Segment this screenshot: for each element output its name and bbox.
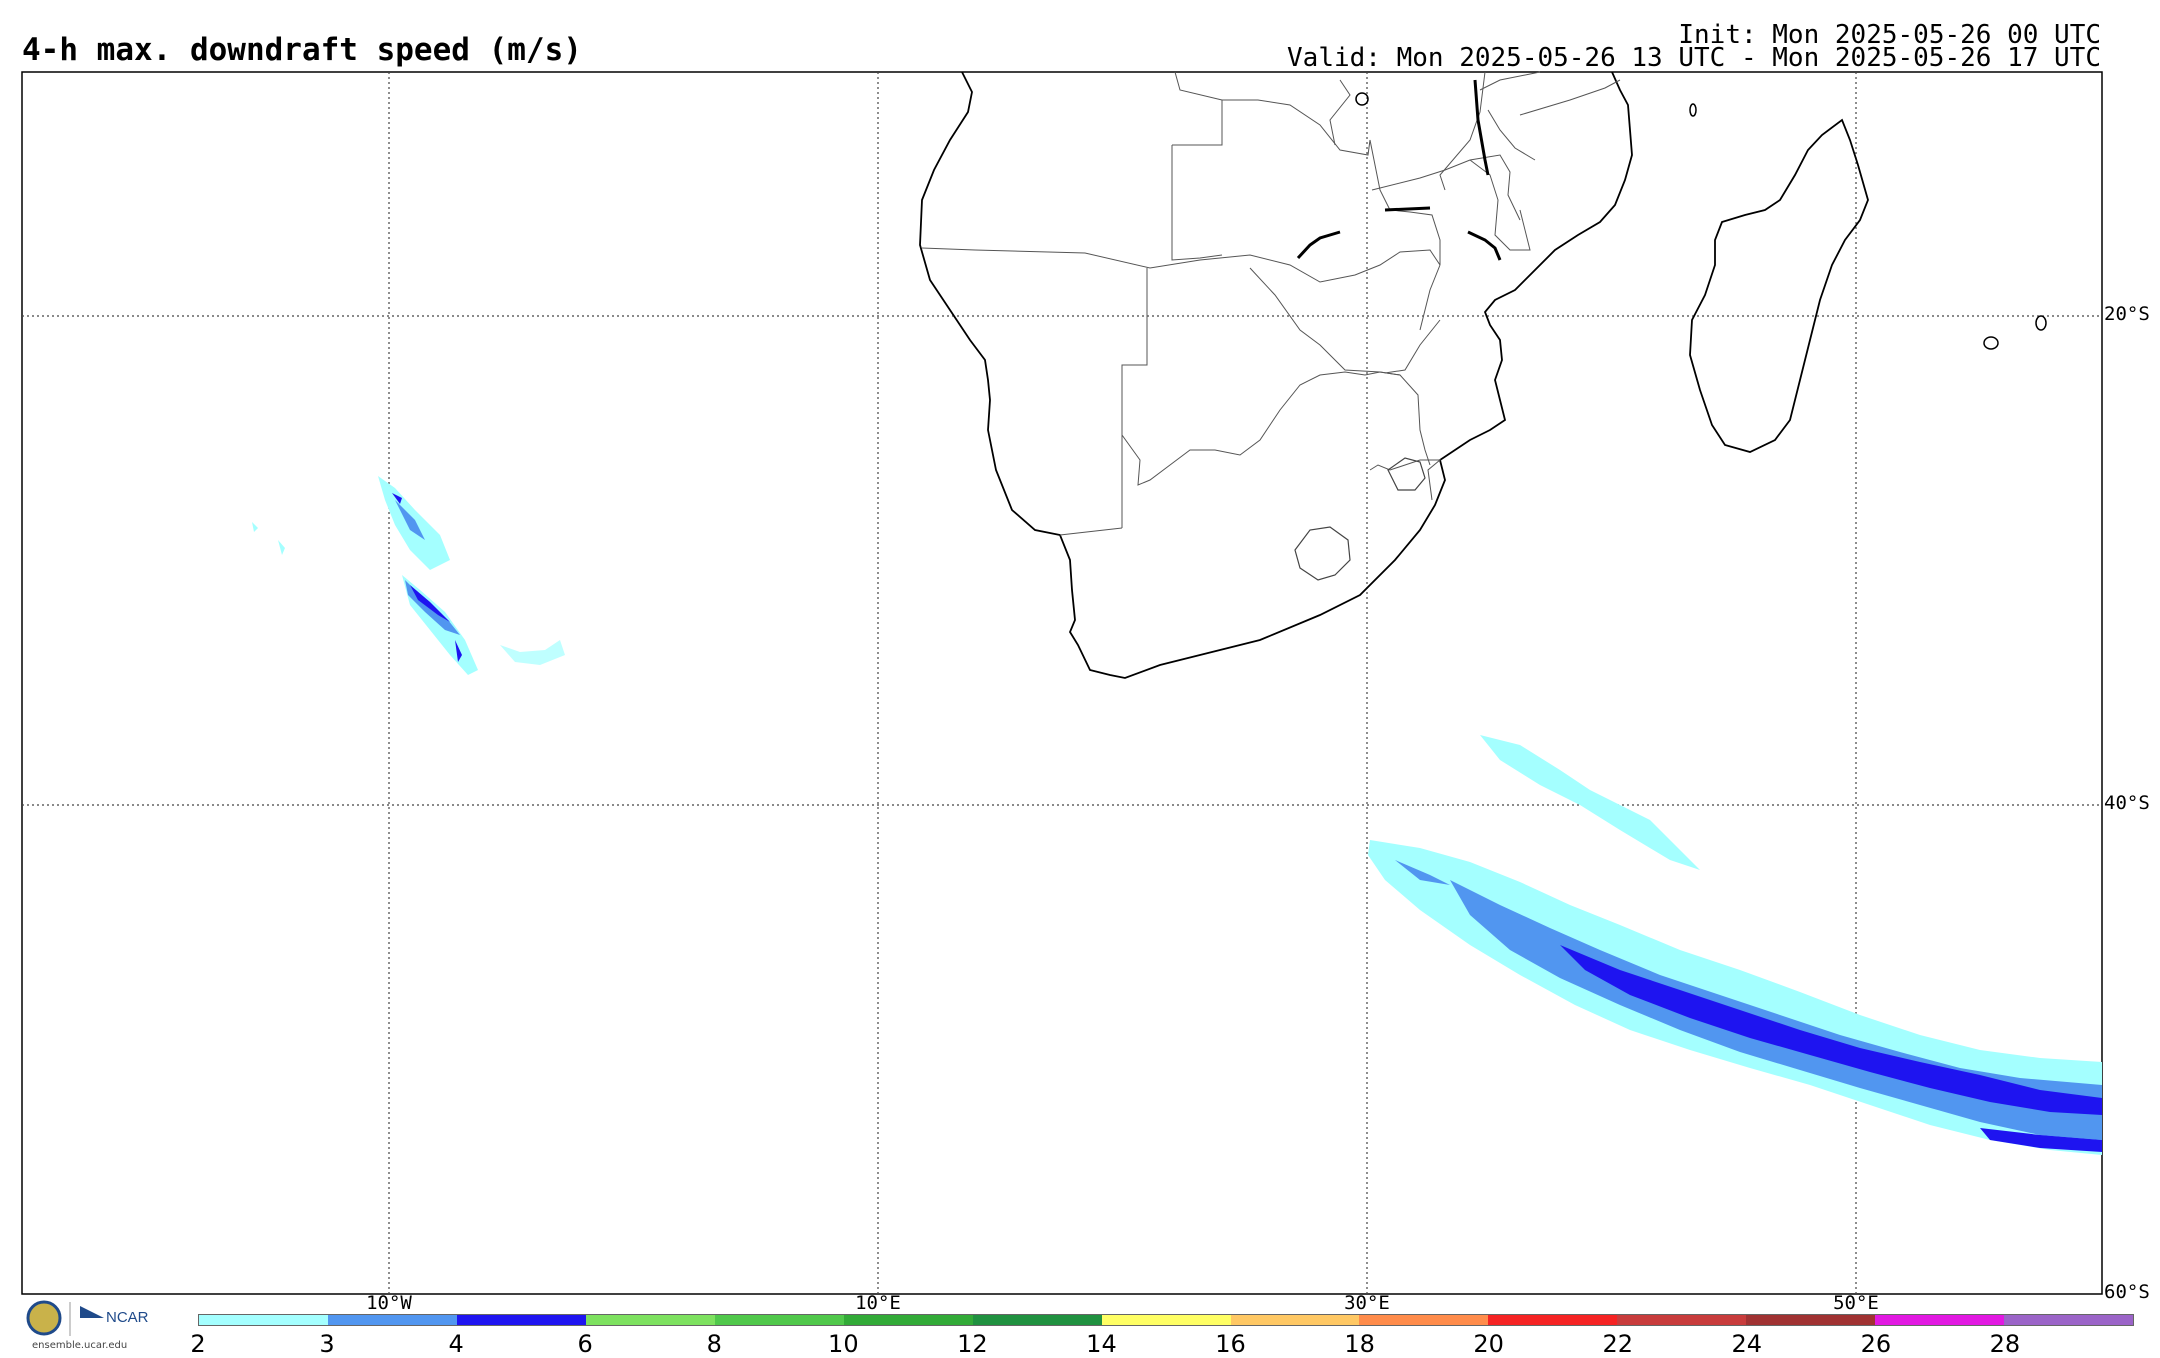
colorbar-segment	[1488, 1315, 1618, 1325]
colorbar-tick-label: 6	[577, 1330, 593, 1358]
colorbar-tick-label: 3	[319, 1330, 335, 1358]
lon-label-10w: 10°W	[366, 1292, 412, 1314]
colorbar-segment	[1230, 1315, 1360, 1325]
colorbar-tick-label: 4	[448, 1330, 464, 1358]
colorbar-tick-label: 20	[1473, 1330, 1504, 1358]
colorbar-segment	[1359, 1315, 1489, 1325]
africa-coastline	[919, 71, 1633, 679]
madagascar-outline	[1689, 118, 1869, 453]
lon-label-10e: 10°E	[855, 1292, 901, 1314]
colorbar-segment	[585, 1315, 715, 1325]
nsf-seal-icon	[26, 1300, 62, 1336]
colorbar-segment	[1617, 1315, 1747, 1325]
plot-title: 4-h max. downdraft speed (m/s)	[22, 32, 582, 68]
ncar-mark-icon	[80, 1306, 104, 1318]
colorbar-tick-label: 10	[828, 1330, 859, 1358]
colorbar-tick-label: 18	[1344, 1330, 1375, 1358]
colorbar-tick-label: 22	[1602, 1330, 1633, 1358]
colorbar-tick-label: 16	[1215, 1330, 1246, 1358]
valid-time: Valid: Mon 2025-05-26 13 UTC - Mon 2025-…	[1287, 43, 2101, 73]
lat-label-40s: 40°S	[2104, 792, 2150, 814]
lat-label-60s: 60°S	[2104, 1281, 2150, 1303]
downdraft-cells-west	[252, 476, 565, 675]
colorbar-segment	[456, 1315, 586, 1325]
init-time: Init: Mon 2025-05-26 00 UTC	[1678, 20, 2101, 50]
graticule	[22, 72, 2102, 1294]
colorbar-segment	[714, 1315, 844, 1325]
ncar-logo: NCAR	[26, 1300, 149, 1336]
lat-label-20s: 20°S	[2104, 303, 2150, 325]
colorbar-segment	[2004, 1315, 2134, 1325]
lakes	[1296, 79, 1502, 261]
colorbar-segment	[1875, 1315, 2005, 1325]
lon-label-30e: 30°E	[1344, 1292, 1390, 1314]
ncar-logo-text: NCAR	[106, 1309, 149, 1326]
colorbar-tick-label: 14	[1086, 1330, 1117, 1358]
logo-url: ensemble.ucar.edu	[32, 1340, 128, 1351]
colorbar-tick-label: 26	[1860, 1330, 1892, 1358]
downdraft-band-southeast	[1368, 735, 2102, 1155]
colorbar	[198, 1314, 2134, 1326]
colorbar-segment	[1746, 1315, 1876, 1325]
colorbar-segment	[843, 1315, 973, 1325]
colorbar-tick-label: 8	[706, 1330, 722, 1358]
colorbar-segment	[1101, 1315, 1231, 1325]
colorbar-tick-label: 24	[1731, 1330, 1763, 1358]
enclaves	[1294, 457, 1426, 581]
colorbar-tick-label: 28	[1989, 1330, 2021, 1358]
colorbar-segment	[327, 1315, 457, 1325]
lon-label-50e: 50°E	[1833, 1292, 1879, 1314]
country-borders	[921, 71, 1621, 536]
colorbar-tick-label: 2	[190, 1330, 206, 1358]
colorbar-segment	[199, 1315, 328, 1325]
islands	[1355, 92, 2047, 350]
colorbar-tick-label: 12	[957, 1330, 988, 1358]
colorbar-segment	[972, 1315, 1102, 1325]
map-frame	[21, 71, 2103, 1295]
